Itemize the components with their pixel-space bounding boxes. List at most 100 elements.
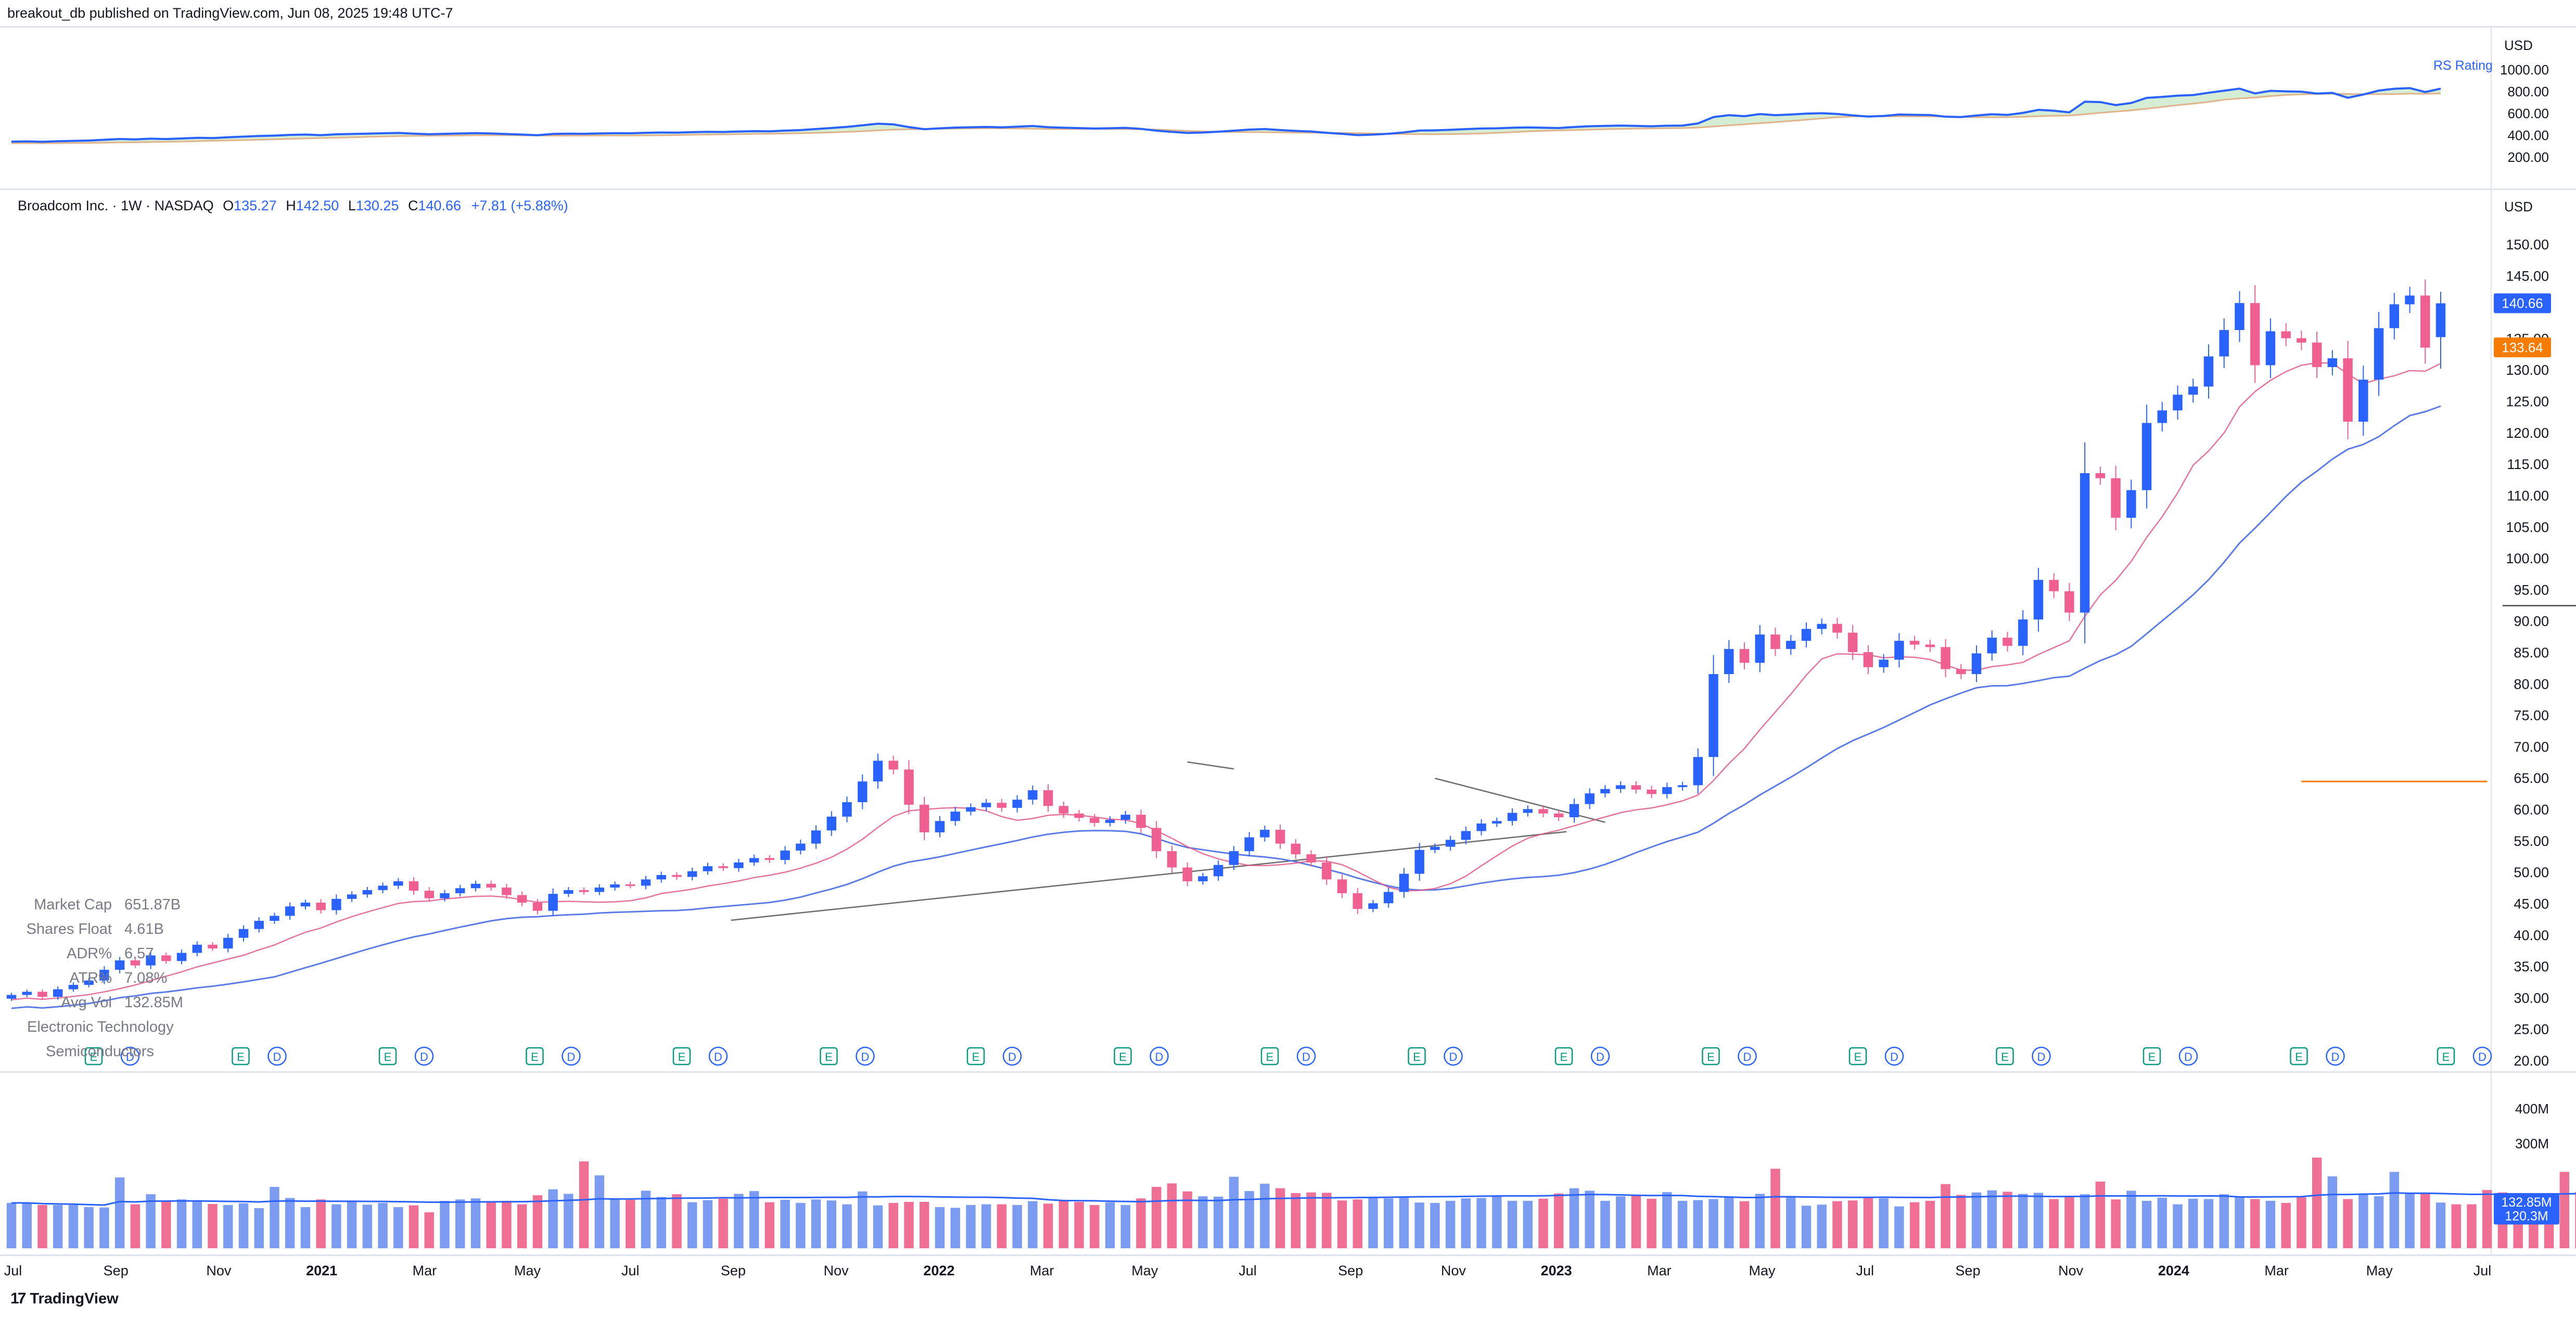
dividend-marker[interactable]: D — [562, 1046, 581, 1066]
candle — [656, 871, 666, 883]
candle — [6, 993, 17, 1001]
dividend-marker[interactable]: D — [267, 1046, 287, 1066]
time-axis: Jul Sep Nov 2021 Mar May Jul Sep Nov 2022 Mar May Ju… — [4, 1263, 2492, 1278]
dividend-marker[interactable]: D — [708, 1046, 728, 1066]
earnings-marker[interactable]: E — [1554, 1047, 1573, 1066]
earnings-marker[interactable]: E — [820, 1047, 838, 1066]
volume-bar — [966, 1205, 976, 1248]
volume-bar — [68, 1205, 79, 1248]
stat-label: Market Cap — [34, 896, 112, 913]
earnings-marker[interactable]: E — [1996, 1047, 2014, 1066]
earnings-marker[interactable]: E — [1848, 1047, 1867, 1066]
dividend-marker[interactable]: D — [2032, 1046, 2051, 1066]
volume-bar — [1105, 1202, 1115, 1248]
candle — [1909, 636, 1920, 650]
earnings-marker[interactable]: E — [378, 1047, 397, 1066]
earnings-marker[interactable]: E — [966, 1047, 985, 1066]
ma-fast-line — [11, 362, 2441, 1000]
dividend-marker[interactable]: D — [2326, 1046, 2345, 1066]
candle — [316, 899, 326, 914]
time-axis-label: Sep — [104, 1263, 129, 1278]
earnings-marker[interactable]: E — [232, 1047, 250, 1066]
trendline-short[interactable] — [1187, 761, 1234, 770]
dividend-marker[interactable]: D — [2472, 1046, 2492, 1066]
trendline-support[interactable] — [731, 831, 1567, 921]
svg-text:D: D — [1743, 1050, 1752, 1063]
candle — [1291, 839, 1301, 859]
svg-text:D: D — [2478, 1050, 2486, 1063]
trendline-resistance[interactable] — [1435, 778, 1605, 823]
ma-slow-line — [11, 405, 2441, 1009]
candle — [2049, 573, 2059, 598]
candle — [2188, 378, 2198, 403]
earnings-marker[interactable]: E — [1702, 1047, 1720, 1066]
earnings-marker[interactable]: E — [526, 1047, 544, 1066]
dividend-marker[interactable]: D — [2178, 1046, 2198, 1066]
candle — [1662, 782, 1672, 799]
stat-label: ADR% — [66, 945, 112, 962]
dividend-marker[interactable]: D — [1590, 1046, 1610, 1066]
time-axis-label: Jul — [2473, 1263, 2492, 1278]
candle — [2080, 442, 2090, 643]
price-tick-label: 125.00 — [2506, 394, 2549, 410]
volume-bar — [84, 1207, 94, 1248]
time-axis-label: Mar — [1647, 1263, 1672, 1278]
dividend-marker[interactable]: D — [1738, 1046, 1757, 1066]
volume-bar — [610, 1198, 620, 1248]
dividend-marker[interactable]: D — [1002, 1046, 1022, 1066]
candle — [1693, 748, 1703, 794]
earnings-marker[interactable]: E — [2143, 1047, 2161, 1066]
candle — [2250, 285, 2260, 383]
stat-value: 132.85M — [124, 994, 183, 1011]
earnings-marker[interactable]: E — [2290, 1047, 2308, 1066]
volume-bar — [1306, 1192, 1316, 1248]
volume-bar — [270, 1187, 279, 1248]
time-axis-label: Mar — [1030, 1263, 1054, 1278]
volume-bar — [1368, 1197, 1378, 1248]
candle — [1894, 633, 1904, 668]
rs-rating-pane: 1000.00 800.00 600.00 400.00 200.00 RS Ratin… — [11, 58, 2549, 165]
candle — [1368, 899, 1378, 913]
volume-bar — [517, 1204, 527, 1248]
volume-bar — [532, 1195, 543, 1248]
earnings-marker[interactable]: E — [1260, 1047, 1279, 1066]
price-chart: 20.00 25.00 30.00 35.00 40.00 45.00 50.00 55.00… — [6, 237, 2576, 1069]
svg-text:133.64: 133.64 — [2502, 339, 2543, 355]
volume-bar — [1012, 1205, 1022, 1248]
volume-bar — [997, 1204, 1007, 1248]
volume-bar — [1863, 1198, 1873, 1248]
candle — [1229, 846, 1239, 870]
dividend-marker[interactable]: D — [120, 1046, 140, 1066]
volume-bar — [2327, 1176, 2338, 1248]
symbol-legend: Broadcom Inc. · 1W · NASDAQ O135.27 H142… — [18, 198, 568, 214]
dividend-marker[interactable]: D — [414, 1046, 434, 1066]
candle — [254, 917, 264, 933]
tradingview-brand[interactable]: 17 TradingView — [10, 1290, 119, 1308]
dividend-marker[interactable]: D — [1884, 1046, 1904, 1066]
candle — [1151, 821, 1162, 858]
svg-text:E: E — [2295, 1050, 2303, 1063]
volume-bar — [1213, 1196, 1223, 1248]
volume-bar — [1476, 1198, 1486, 1248]
candle — [1956, 664, 1966, 679]
fundamentals-panel: Market Cap 651.87B Shares Float 4.61B ADR%… — [21, 893, 183, 1064]
price-pane-border-top — [0, 188, 2576, 190]
volume-pane-border-top — [0, 1071, 2576, 1073]
volume-bar — [1383, 1198, 1394, 1248]
dividend-marker[interactable]: D — [1444, 1046, 1463, 1066]
earnings-marker[interactable]: E — [84, 1047, 103, 1066]
earnings-marker[interactable]: E — [1408, 1047, 1426, 1066]
volume-bar — [1074, 1201, 1084, 1248]
earnings-marker[interactable]: E — [672, 1047, 691, 1066]
volume-bar — [1151, 1187, 1162, 1248]
dividend-marker[interactable]: D — [856, 1046, 875, 1066]
dividend-marker[interactable]: D — [1296, 1046, 1316, 1066]
earnings-marker[interactable]: E — [2437, 1047, 2455, 1066]
candle — [2358, 365, 2368, 436]
candle — [1476, 819, 1486, 835]
dividend-marker[interactable]: D — [1150, 1046, 1169, 1066]
volume-bar — [1801, 1206, 1812, 1248]
candle — [1677, 781, 1688, 791]
rs-tick-label: 800.00 — [2507, 84, 2549, 99]
earnings-marker[interactable]: E — [1114, 1047, 1132, 1066]
